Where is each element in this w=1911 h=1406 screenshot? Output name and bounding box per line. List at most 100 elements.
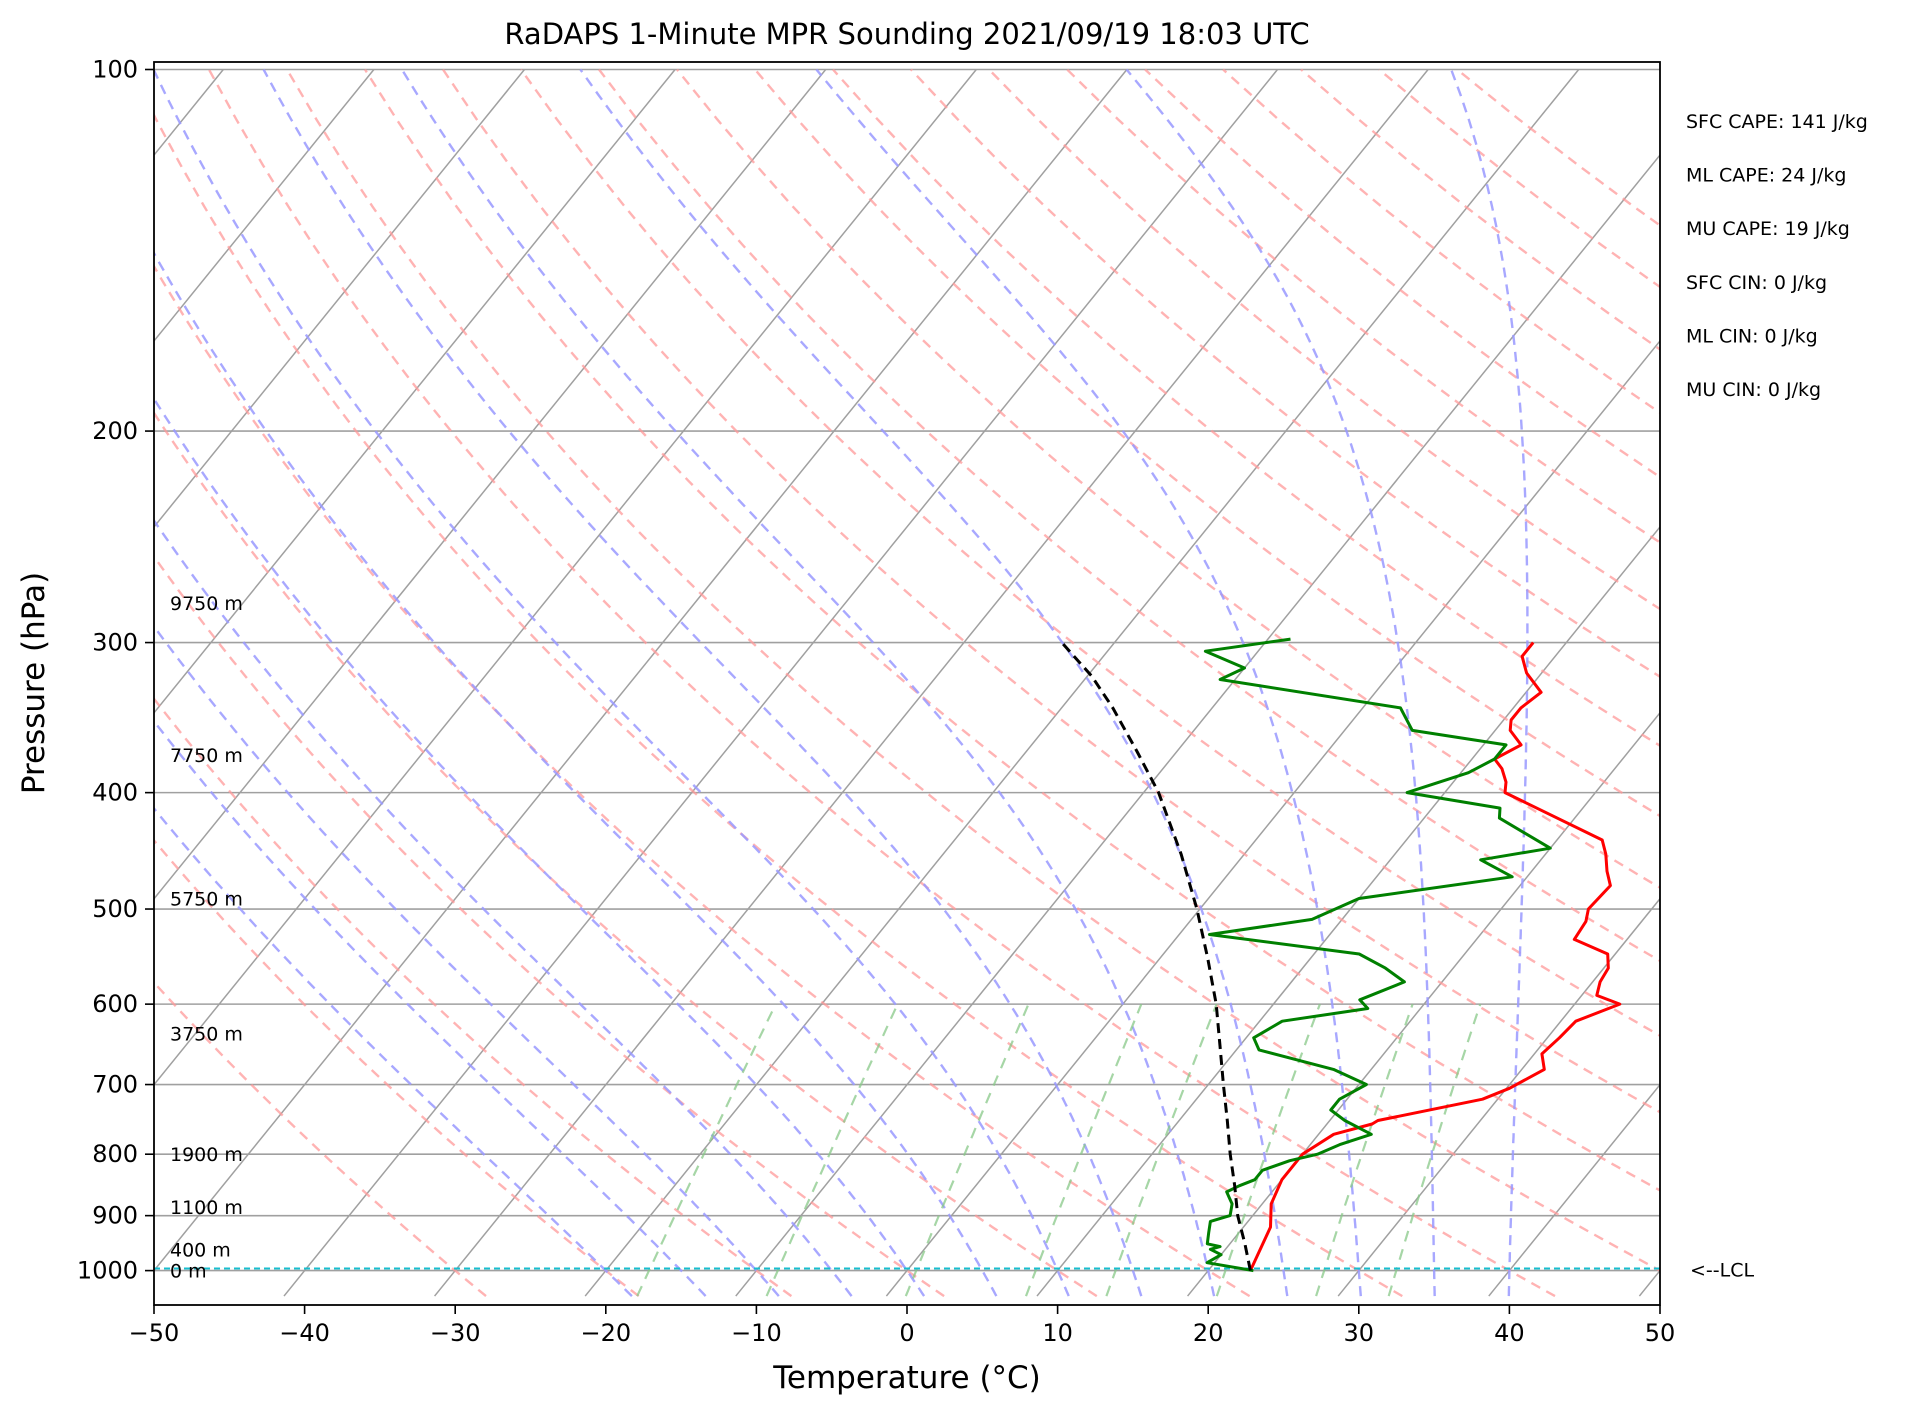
moist-adiabat-line <box>262 68 1143 1297</box>
isotherm-line <box>154 69 526 529</box>
isotherm-line <box>154 69 977 1086</box>
dry-adiabat-line <box>832 68 1660 748</box>
mixing-ratio-line <box>1105 1003 1218 1297</box>
y-tick-label: 100 <box>92 56 138 84</box>
moist-adiabat-line <box>400 68 1216 1297</box>
moist-adiabat-line <box>154 806 633 1297</box>
stats-panel: SFC CAPE: 141 J/kg ML CAPE: 24 J/kg MU CAP… <box>1686 111 1868 401</box>
dry-adiabat-line <box>1300 68 1660 351</box>
dry-adiabat-line <box>910 68 1660 679</box>
height-label: 1900 m <box>170 1144 243 1166</box>
isotherm-line <box>885 339 1660 1297</box>
isotherm-line <box>154 69 375 343</box>
height-label: 1100 m <box>170 1197 243 1219</box>
isotherm-line <box>283 69 1279 1297</box>
isotherm-line <box>154 69 827 900</box>
x-tick-label: −10 <box>731 1319 782 1347</box>
isotherm-line <box>154 69 1128 1272</box>
moist-adiabat-line <box>154 250 998 1297</box>
isotherm-line <box>1488 1083 1660 1297</box>
dry-adiabat-line <box>285 68 1660 1272</box>
moist-adiabat-line <box>154 624 780 1297</box>
x-tick-label: −40 <box>279 1319 330 1347</box>
x-tick-label: −50 <box>129 1319 180 1347</box>
moist-adiabat-line <box>154 68 1070 1297</box>
dry-adiabat-line <box>442 68 1660 1114</box>
dry-adiabat-line <box>520 68 1660 1038</box>
isotherm-line <box>154 69 676 715</box>
mixing-ratio-line <box>1387 1003 1482 1297</box>
dry-adiabat-line <box>676 68 1660 890</box>
dry-adiabat-line <box>207 68 1556 1298</box>
stat-label: SFC CIN: 0 J/kg <box>1686 272 1827 294</box>
isotherm-line <box>434 69 1429 1297</box>
stat-label: ML CIN: 0 J/kg <box>1686 325 1818 347</box>
y-tick-label: 400 <box>92 779 138 807</box>
dry-adiabat-line <box>154 980 487 1298</box>
y-tick-label: 600 <box>92 990 138 1018</box>
stat-label: ML CAPE: 24 J/kg <box>1686 165 1846 187</box>
dry-adiabat-line <box>1378 68 1660 289</box>
height-label: 7750 m <box>170 745 243 767</box>
series-layer <box>154 637 1660 1273</box>
y-tick-label: 500 <box>92 895 138 923</box>
dry-adiabat-line <box>1066 68 1660 544</box>
mixing-ratio-line <box>1215 1003 1321 1297</box>
y-tick-label: 800 <box>92 1140 138 1168</box>
moist-adiabat-line <box>1450 69 1529 1297</box>
parcel-path-line <box>1060 641 1252 1271</box>
x-tick-label: 30 <box>1344 1319 1375 1347</box>
dry-adiabat-line <box>1222 68 1660 415</box>
x-tick-label: 0 <box>899 1319 914 1347</box>
mixing-ratio-line <box>1315 1003 1414 1297</box>
height-label: 0 m <box>170 1261 207 1283</box>
moist-adiabat-line <box>154 719 707 1297</box>
x-tick-label: −30 <box>430 1319 481 1347</box>
x-tick-label: 20 <box>1193 1319 1224 1347</box>
mixing-ratio-line <box>636 1003 777 1297</box>
temperature-profile-line <box>1249 641 1622 1272</box>
dry-adiabat-line <box>154 112 1403 1298</box>
isotherm-line <box>1638 1269 1660 1297</box>
stat-label: MU CIN: 0 J/kg <box>1686 379 1821 401</box>
dry-adiabat-line <box>363 68 1660 1192</box>
lcl-label: <--LCL <box>1690 1260 1754 1282</box>
stat-label: MU CAPE: 19 J/kg <box>1686 218 1850 240</box>
x-tick-label: 10 <box>1042 1319 1073 1347</box>
height-label: 5750 m <box>170 888 243 910</box>
dry-adiabat-line <box>154 696 793 1298</box>
moist-adiabat-line <box>815 68 1362 1297</box>
grid-lines <box>154 68 1911 1298</box>
mixing-ratio-line <box>765 1003 899 1297</box>
x-tick-label: 50 <box>1645 1319 1676 1347</box>
height-label: 9750 m <box>170 593 243 615</box>
isotherm-line <box>584 69 1580 1297</box>
isotherm-line <box>1187 711 1660 1297</box>
moist-adiabat-line <box>154 396 926 1297</box>
stat-label: SFC CAPE: 141 J/kg <box>1686 111 1868 133</box>
y-tick-label: 700 <box>92 1071 138 1099</box>
dry-adiabat-line <box>154 554 945 1298</box>
dry-adiabat-line <box>154 410 1098 1298</box>
height-label: 3750 m <box>170 1024 243 1046</box>
y-tick-label: 900 <box>92 1202 138 1230</box>
mixing-ratio-line <box>904 1003 1030 1297</box>
moist-adiabat-line <box>154 518 853 1297</box>
isotherm-line <box>1036 525 1660 1297</box>
y-axis-label: Pressure (hPa) <box>16 572 52 794</box>
dewpoint-profile-line <box>1203 637 1552 1273</box>
isotherm-line <box>1790 70 1911 1297</box>
moist-adiabat-line <box>1125 68 1436 1297</box>
moist-adiabat-line <box>579 68 1289 1297</box>
x-tick-label: 40 <box>1494 1319 1525 1347</box>
height-label: 400 m <box>170 1239 231 1261</box>
y-tick-label: 200 <box>92 417 138 445</box>
y-tick-label: 1000 <box>77 1257 138 1285</box>
x-tick-label: −20 <box>580 1319 631 1347</box>
axes-layer: −50 −40 −30 −20 −10 0 10 20 30 40 50 1000 900 800 700 6… <box>77 56 1675 1348</box>
dry-adiabat-line <box>598 68 1660 963</box>
chart-title: RaDAPS 1-Minute MPR Sounding 2021/09/19 … <box>504 17 1309 51</box>
y-tick-label: 300 <box>92 629 138 657</box>
x-axis-label: Temperature (°C) <box>772 1360 1041 1396</box>
